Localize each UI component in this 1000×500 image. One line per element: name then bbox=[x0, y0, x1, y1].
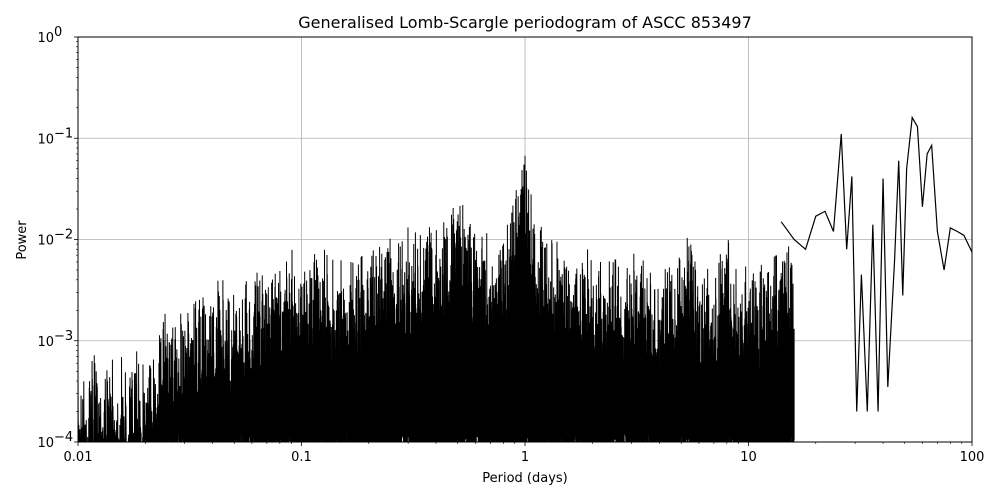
series-line bbox=[780, 115, 972, 412]
data-layer bbox=[78, 115, 972, 442]
y-tick-label: 10 bbox=[37, 335, 54, 350]
y-tick-exponent: 0 bbox=[54, 25, 62, 40]
y-tick-base: 10 bbox=[37, 132, 54, 147]
y-tick-label: 10 bbox=[37, 436, 54, 451]
x-axis-label: Period (days) bbox=[482, 471, 568, 486]
x-tick-label: 10 bbox=[740, 450, 757, 465]
y-tick-base: 10 bbox=[37, 436, 54, 451]
x-tick-label: 0.1 bbox=[291, 450, 312, 465]
y-tick-base: 10 bbox=[37, 335, 54, 350]
chart-title: Generalised Lomb-Scargle periodogram of … bbox=[298, 13, 752, 32]
y-tick-base: 10 bbox=[37, 31, 54, 46]
y-tick-label: 10 bbox=[37, 31, 54, 46]
x-tick-label: 1 bbox=[521, 450, 529, 465]
y-tick-label: 10 bbox=[37, 234, 54, 249]
minor-ticks bbox=[76, 41, 963, 444]
x-tick-label: 0.01 bbox=[64, 450, 93, 465]
y-tick-exponent: −2 bbox=[54, 228, 73, 243]
x-axis-ticks: 0.01 0.1 1 10 100 bbox=[64, 442, 985, 465]
y-tick-base: 10 bbox=[37, 234, 54, 249]
x-tick-label: 100 bbox=[960, 450, 985, 465]
y-axis-label: Power bbox=[15, 220, 30, 260]
y-tick-exponent: −1 bbox=[54, 126, 73, 141]
series-line-noise bbox=[78, 155, 795, 442]
y-tick-exponent: −4 bbox=[54, 430, 73, 445]
y-tick-label: 10 bbox=[37, 132, 54, 147]
y-tick-exponent: −3 bbox=[54, 329, 73, 344]
